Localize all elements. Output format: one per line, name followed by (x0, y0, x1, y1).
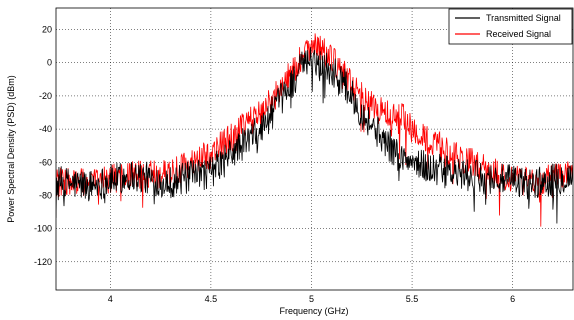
y-tick-label: -60 (39, 157, 52, 167)
legend-label-transmitted: Transmitted Signal (486, 13, 561, 23)
y-tick-label: -40 (39, 124, 52, 134)
y-tick-label: -120 (34, 257, 52, 267)
y-ticks: 20 0 -20 -40 -60 -80 -100 -120 (34, 25, 52, 267)
x-ticks: 4 4.5 5 5.5 6 (108, 294, 515, 304)
series-transmitted-line (56, 47, 573, 224)
legend: Transmitted Signal Received Signal (448, 8, 573, 45)
y-tick-label: -100 (34, 224, 52, 234)
x-tick-label: 4 (108, 294, 113, 304)
series-layer (56, 33, 573, 227)
y-tick-label: 0 (47, 58, 52, 68)
x-tick-label: 6 (510, 294, 515, 304)
grid-lines (56, 8, 573, 290)
plot-frame (55, 7, 574, 291)
y-tick-label: -20 (39, 91, 52, 101)
y-tick-label: -80 (39, 190, 52, 200)
x-tick-label: 5.5 (406, 294, 419, 304)
x-tick-label: 5 (309, 294, 314, 304)
y-tick-label: 20 (42, 25, 52, 35)
x-axis-label: Frequency (GHz) (279, 306, 348, 316)
legend-label-received: Received Signal (486, 29, 551, 39)
legend-box (448, 8, 573, 45)
y-axis-label: Power Spectral Density (PSD) (dBm) (6, 75, 16, 223)
x-tick-label: 4.5 (205, 294, 218, 304)
